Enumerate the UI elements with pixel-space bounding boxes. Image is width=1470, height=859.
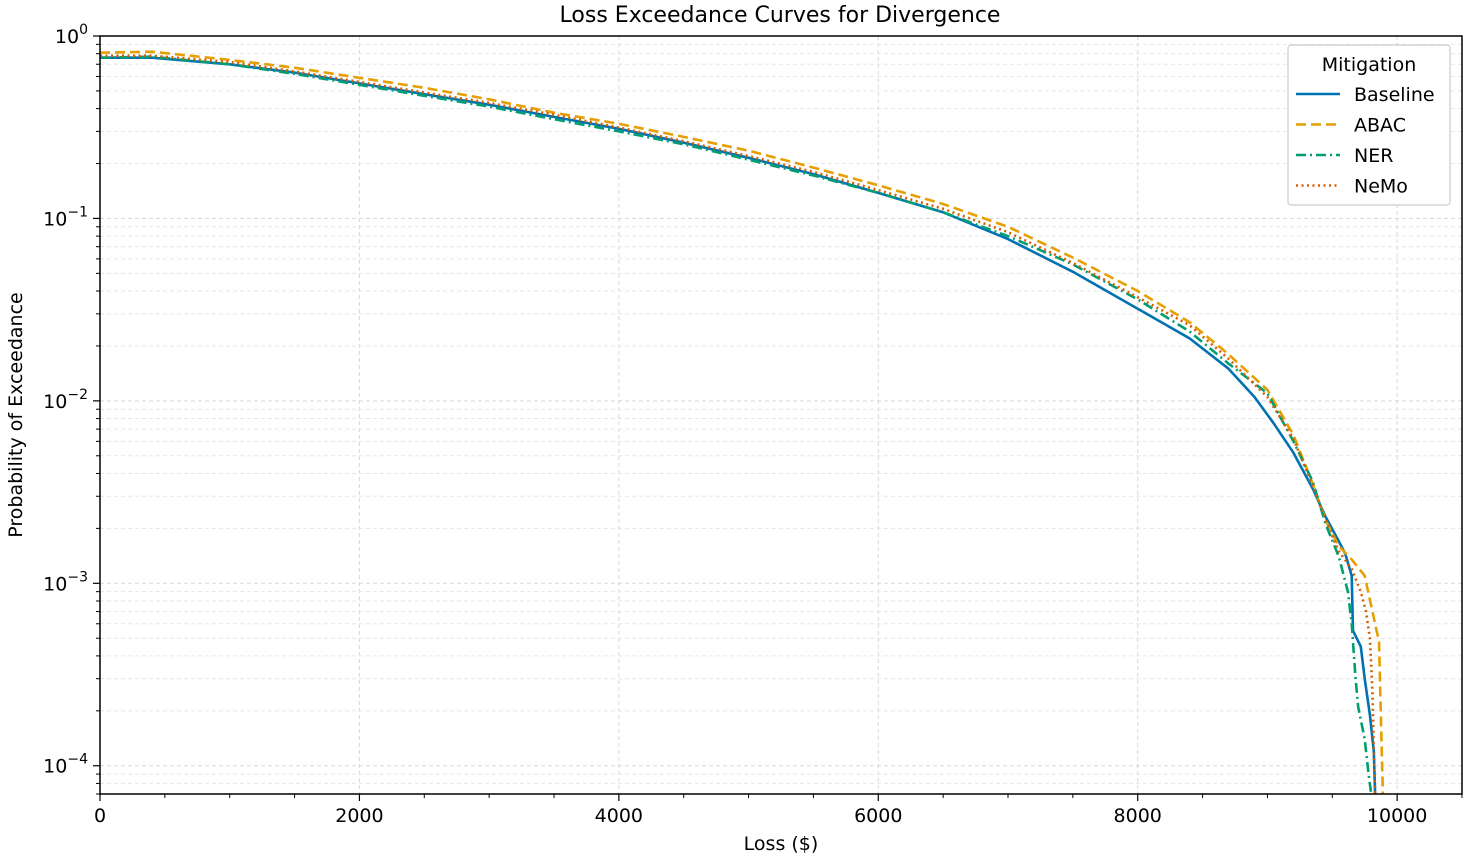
- legend-title: Mitigation: [1322, 54, 1417, 76]
- series-line-abac: [99, 50, 1385, 795]
- y-tick-base: 10: [43, 208, 67, 230]
- y-tick-exponent: −1: [67, 204, 88, 220]
- legend-label-ner: NER: [1354, 145, 1393, 167]
- x-tick-label: 6000: [854, 805, 902, 827]
- axes: 0 2000 4000 6000 8000 1000010010−110−210−310−…: [43, 22, 1463, 827]
- legend-label-baseline: Baseline: [1354, 84, 1435, 106]
- legend-box: [1287, 44, 1451, 206]
- y-tick-exponent: −4: [67, 752, 88, 768]
- y-tick-base: 10: [43, 573, 67, 595]
- grid: [99, 35, 1462, 795]
- y-tick-base: 10: [55, 26, 79, 48]
- y-tick-exponent: −2: [67, 387, 88, 403]
- y-tick-exponent: 0: [79, 22, 88, 38]
- y-tick-label: 10−3: [43, 569, 88, 595]
- x-tick-label: 0: [94, 805, 106, 827]
- y-axis-label: Probability of Exceedance: [5, 292, 27, 537]
- y-tick-label: 10−2: [43, 387, 88, 413]
- x-tick-label: 8000: [1114, 805, 1162, 827]
- y-tick-label: 10−4: [43, 752, 88, 778]
- x-axis-label: Loss ($): [744, 833, 819, 855]
- series-lines: [99, 50, 1385, 795]
- x-tick-label: 4000: [595, 805, 643, 827]
- x-tick-label: 2000: [335, 805, 383, 827]
- chart-title: Loss Exceedance Curves for Divergence: [560, 3, 1001, 28]
- y-tick-label: 100: [55, 22, 88, 48]
- series-line-baseline: [100, 56, 1377, 795]
- plot-area-frame: [99, 35, 1463, 795]
- y-tick-base: 10: [43, 756, 67, 778]
- y-tick-label: 10−1: [43, 204, 88, 230]
- series-line-ner: [99, 55, 1373, 795]
- legend-label-nemo: NeMo: [1354, 176, 1408, 198]
- legend: Mitigation Baseline ABAC NER NeMo: [1287, 44, 1451, 206]
- x-tick-label: 10000: [1367, 805, 1427, 827]
- legend-label-abac: ABAC: [1354, 115, 1406, 137]
- y-tick-exponent: −3: [67, 569, 88, 585]
- y-tick-base: 10: [43, 391, 67, 413]
